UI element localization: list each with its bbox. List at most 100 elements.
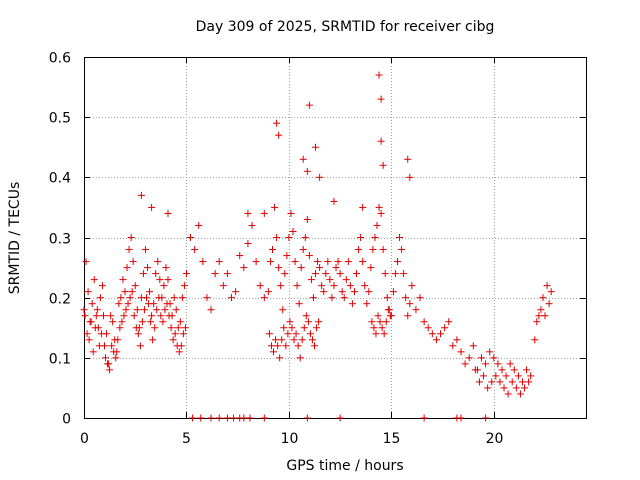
data-point [129,258,137,266]
data-point [382,318,390,326]
data-point [131,282,139,290]
data-point [147,318,155,326]
data-point [240,264,248,272]
data-point [137,191,145,199]
data-point [303,167,311,175]
x-tick-label: 0 [80,431,89,447]
data-point [141,246,149,254]
data-point [406,300,414,308]
data-point [280,324,288,332]
data-point [167,324,175,332]
data-point [276,354,284,362]
data-point [514,372,522,380]
data-point [389,288,397,296]
data-point [449,342,457,350]
data-point [169,336,177,344]
data-point [99,312,107,320]
y-axis-label: SRMTID / TECUs [7,182,23,295]
data-point [336,270,344,278]
data-point [396,234,404,241]
data-point [162,264,170,272]
data-point [300,324,308,332]
data-point [376,318,384,326]
data-point [195,221,203,229]
data-point [266,258,274,266]
data-point [295,300,303,308]
data-point [302,312,310,320]
data-point [282,342,290,350]
data-point [285,234,293,241]
data-point [267,342,275,350]
data-point [424,324,432,332]
data-point [373,221,381,229]
data-point [275,131,283,139]
data-point [482,414,490,422]
data-point [90,276,98,284]
data-point [115,300,123,308]
data-point [309,294,317,302]
data-point [313,324,321,332]
data-point [175,348,183,356]
data-point [199,258,207,266]
data-point [120,312,128,320]
data-point [178,294,186,302]
data-point [176,318,184,326]
data-point [98,282,106,290]
data-point [299,246,307,254]
data-point [84,288,92,296]
data-point [535,312,543,320]
data-point [279,306,287,314]
data-point [304,318,312,326]
data-point [114,336,122,344]
data-point [533,318,541,326]
data-point [383,294,391,302]
data-point [518,378,526,386]
data-point [123,264,131,272]
data-point [516,390,524,398]
data-point [140,306,148,314]
data-point [271,203,279,211]
data-point [547,288,555,296]
data-point [445,318,453,326]
data-point [264,288,272,296]
data-point [256,282,264,290]
data-point [215,258,223,266]
data-point [307,276,315,284]
data-point [292,330,300,338]
y-tick-label: 0.1 [49,352,71,368]
data-point [110,348,118,356]
data-point [189,414,197,422]
data-point [545,300,553,308]
data-point [156,276,164,284]
data-point [294,342,302,350]
data-point [272,336,280,344]
data-point [350,288,358,296]
data-point [500,384,508,392]
data-point [145,300,153,308]
data-point [293,282,301,290]
data-point [277,282,285,290]
data-point [372,330,380,338]
data-point [330,197,338,205]
data-point [287,209,295,217]
data-point [305,101,313,109]
data-point [359,203,367,211]
data-point [290,336,298,344]
data-point [228,294,236,302]
data-point [308,336,316,344]
data-point [471,366,479,374]
y-tick-label: 0.5 [49,111,71,127]
data-point [144,264,152,272]
data-point [273,119,281,127]
data-point [161,306,169,314]
data-point [117,294,125,302]
data-point [502,372,510,380]
data-point [303,215,311,223]
data-point [457,414,465,422]
data-point [305,252,313,260]
data-point [510,366,518,374]
data-point [453,336,461,344]
data-point [311,342,319,350]
data-point [353,270,361,278]
data-point [154,258,162,266]
